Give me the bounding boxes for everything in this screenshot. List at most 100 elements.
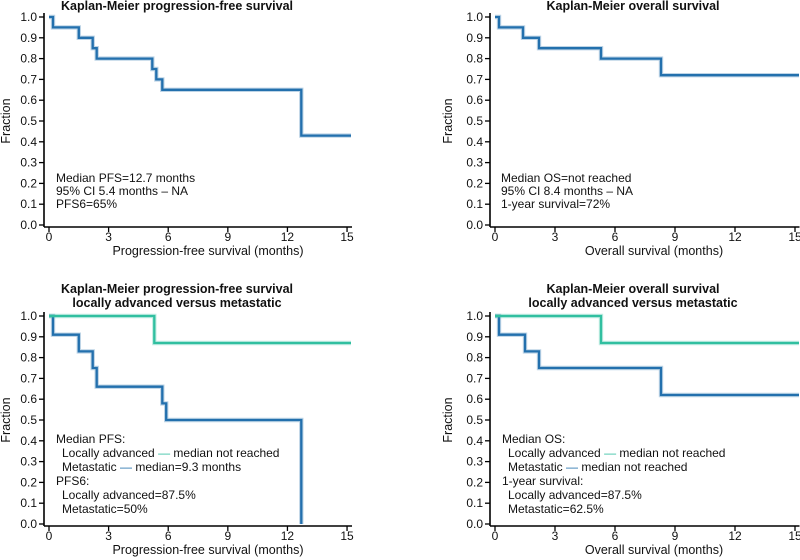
annotation-line: Median OS=not reached [501, 171, 631, 185]
series-all-patients [49, 15, 351, 137]
y-tick-label: 0.6 [20, 93, 37, 107]
annotation-line: PFS6: [56, 474, 89, 488]
y-tick-label: 0.6 [466, 93, 483, 107]
x-tick-label: 3 [552, 529, 559, 543]
annotation-line: Metastatic — median not reached [508, 460, 687, 474]
annotation-line: 1-year survival: [502, 474, 583, 488]
annotation-line: Locally advanced — median not reached [62, 446, 279, 460]
x-tick-label: 12 [728, 230, 742, 244]
y-tick-label: 1.0 [466, 10, 483, 24]
y-tick-label: 0.5 [466, 114, 483, 128]
y-tick-label: 0.4 [20, 135, 37, 149]
y-tick-label: 0.2 [466, 176, 483, 190]
y-tick-label: 0.4 [20, 434, 37, 448]
annotation-line: Locally advanced=87.5% [62, 488, 196, 502]
annotation-line: Median OS: [502, 432, 565, 446]
x-tick-label: 0 [46, 230, 53, 244]
series-locally-advanced-halo [49, 313, 351, 346]
y-tick-label: 0.1 [20, 496, 37, 510]
x-tick-label: 6 [612, 230, 619, 244]
y-tick-label: 0.3 [20, 455, 37, 469]
x-axis-label: Overall survival (months) [585, 244, 723, 258]
x-axis-label: Progression-free survival (months) [112, 244, 303, 258]
y-tick-label: 0.5 [20, 114, 37, 128]
x-axis-label: Progression-free survival (months) [112, 543, 303, 557]
km-pfs-locally-advanced-vs-metastatic-plot: Kaplan-Meier progression-free survivallo… [0, 282, 354, 557]
series-metastatic [49, 314, 303, 524]
chart-title-line: Kaplan-Meier overall survival [547, 282, 720, 296]
x-tick-label: 15 [788, 230, 800, 244]
y-tick-label: 0.5 [20, 413, 37, 427]
y-tick-label: 0.7 [466, 371, 483, 385]
series-all-patients-halo [495, 14, 799, 78]
x-tick-label: 3 [105, 529, 112, 543]
y-tick-label: 0.7 [20, 371, 37, 385]
annotation-line: Metastatic=50% [62, 502, 148, 516]
y-tick-label: 0.8 [466, 351, 483, 365]
annotation-line: Locally advanced=87.5% [508, 488, 642, 502]
chart-panel-km-progression-free-survival: Kaplan-Meier progression-free survival 0.… [0, 0, 400, 280]
x-tick-label: 15 [340, 230, 354, 244]
x-tick-label: 15 [340, 529, 354, 543]
chart-title-line: Kaplan-Meier progression-free survival [61, 282, 293, 296]
y-tick-label: 0.4 [466, 135, 483, 149]
y-tick-label: 0.8 [20, 351, 37, 365]
x-tick-label: 12 [281, 529, 295, 543]
x-tick-label: 9 [224, 230, 231, 244]
y-tick-label: 0.9 [466, 31, 483, 45]
series-locally-advanced-halo [495, 313, 799, 346]
y-tick-label: 0.0 [466, 218, 483, 232]
km-overall-survival-plot: Kaplan-Meier overall survival 0.0 0.1 0.2 0.… [441, 0, 800, 258]
x-tick-label: 12 [728, 529, 742, 543]
chart-title-line: locally advanced versus metastatic [72, 296, 281, 310]
y-tick-label: 0.3 [466, 156, 483, 170]
y-tick-label: 0.1 [20, 197, 37, 211]
y-tick-label: 0.4 [466, 434, 483, 448]
y-tick-label: 0.7 [20, 72, 37, 86]
y-tick-label: 0.6 [20, 392, 37, 406]
series-all-patients-halo [49, 14, 351, 138]
annotation-line: 95% CI 8.4 months – NA [501, 184, 633, 198]
series-metastatic-halo [495, 313, 799, 398]
y-tick-label: 1.0 [466, 309, 483, 323]
y-tick-label: 0.3 [466, 455, 483, 469]
annotation-line: Median PFS: [56, 432, 125, 446]
chart-panel-km-pfs-locally-advanced-vs-metastatic: Kaplan-Meier progression-free survival lo… [0, 280, 400, 560]
x-tick-label: 6 [165, 529, 172, 543]
y-tick-label: 0.8 [20, 52, 37, 66]
annotation-line: 1-year survival=72% [501, 197, 610, 211]
y-tick-label: 0.2 [20, 475, 37, 489]
annotation-line: 95% CI 5.4 months – NA [56, 184, 188, 198]
y-tick-label: 1.0 [20, 309, 37, 323]
x-tick-label: 3 [105, 230, 112, 244]
chart-title-line: Kaplan-Meier overall survival [547, 0, 720, 13]
x-tick-label: 0 [492, 529, 499, 543]
y-tick-label: 0.6 [466, 392, 483, 406]
x-tick-label: 6 [165, 230, 172, 244]
y-tick-label: 0.7 [466, 72, 483, 86]
annotation-line: Locally advanced — median not reached [508, 446, 725, 460]
y-tick-label: 0.3 [20, 156, 37, 170]
y-tick-label: 0.2 [466, 475, 483, 489]
y-tick-label: 0.1 [466, 496, 483, 510]
teal-legend-dash: — [604, 446, 616, 460]
y-tick-label: 0.8 [466, 52, 483, 66]
y-axis-label: Fraction [0, 397, 13, 442]
series-locally-advanced [495, 314, 799, 345]
chart-panel-km-overall-survival: Kaplan-Meier overall survival 0.0 0.1 0.2 0.… [400, 0, 800, 280]
teal-legend-dash: — [158, 446, 170, 460]
x-tick-label: 3 [552, 230, 559, 244]
x-tick-label: 0 [492, 230, 499, 244]
y-tick-label: 0.9 [20, 31, 37, 45]
y-tick-label: 0.0 [466, 517, 483, 531]
y-tick-label: 0.1 [466, 197, 483, 211]
series-all-patients [495, 15, 799, 77]
y-tick-label: 0.9 [466, 330, 483, 344]
x-tick-label: 9 [224, 529, 231, 543]
series-metastatic [495, 314, 799, 397]
y-tick-label: 0.0 [20, 517, 37, 531]
chart-title-line: Kaplan-Meier progression-free survival [61, 0, 293, 13]
x-tick-label: 9 [672, 230, 679, 244]
